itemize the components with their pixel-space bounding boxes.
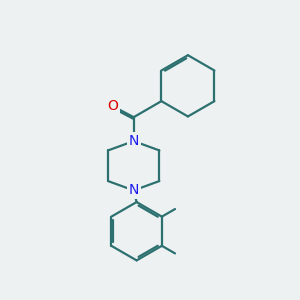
Text: O: O (107, 99, 118, 113)
Text: N: N (128, 134, 139, 148)
Text: N: N (128, 183, 139, 197)
